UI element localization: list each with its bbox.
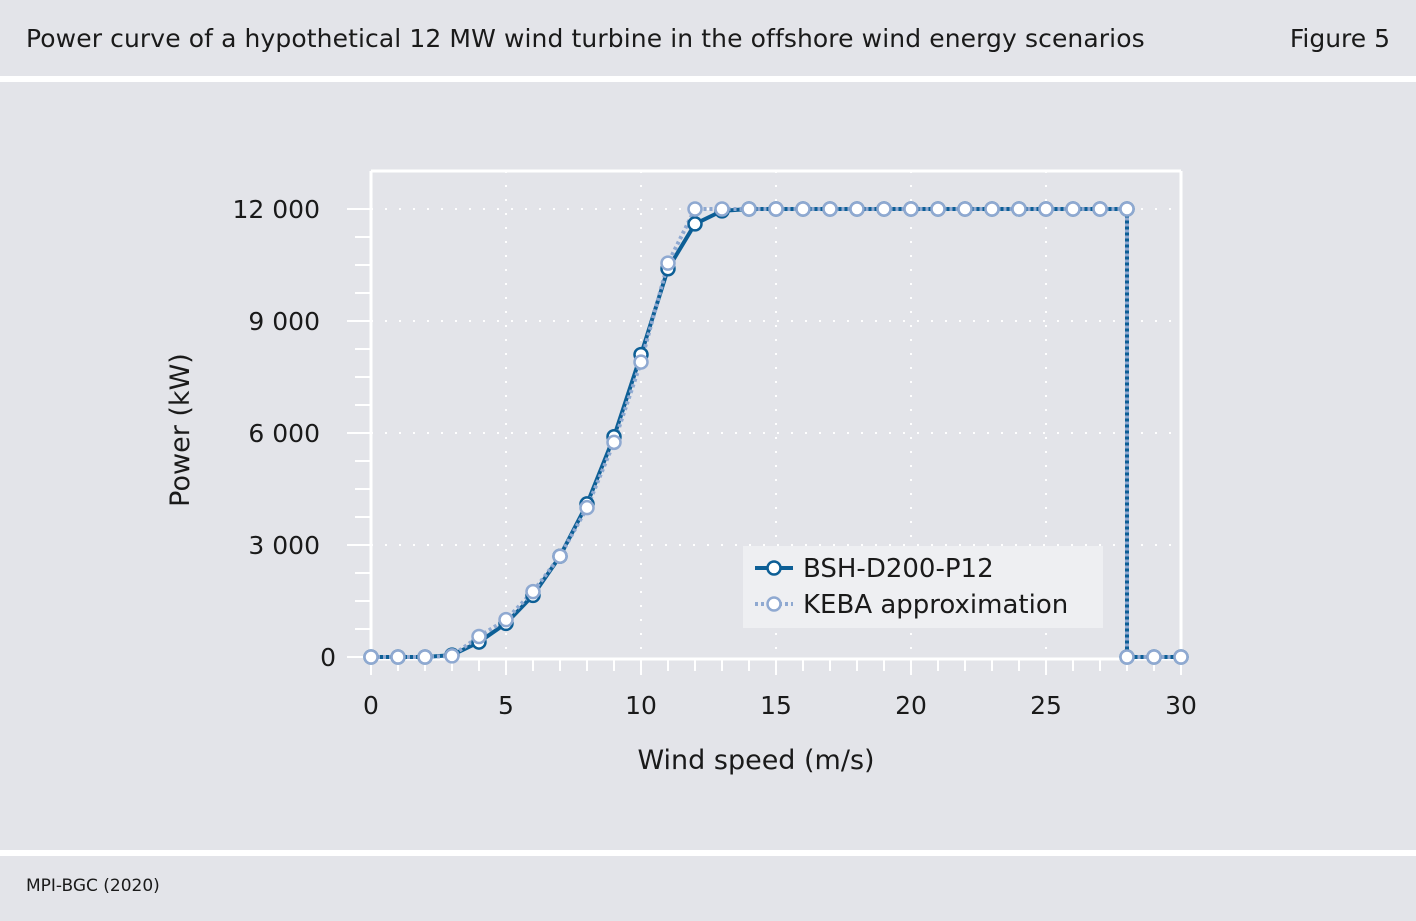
series-2-point — [1119, 649, 1135, 665]
series-1-point — [687, 216, 703, 232]
series-2-point — [660, 255, 676, 271]
series-2-point — [633, 354, 649, 370]
x-axis-title: Wind speed (m/s) — [637, 745, 874, 776]
series-2-point — [768, 201, 784, 217]
series-2-point — [1011, 201, 1027, 217]
series-2-point — [444, 648, 460, 664]
series-2-point — [1119, 201, 1135, 217]
series-2-point — [525, 583, 541, 600]
series-2-point — [417, 649, 433, 665]
x-tick-label: 0 — [363, 691, 379, 720]
series-2-point — [822, 201, 838, 217]
x-tick-label: 30 — [1165, 691, 1197, 720]
series-2-point — [1173, 649, 1189, 665]
x-tick-label: 25 — [1030, 691, 1062, 720]
legend: BSH-D200-P12 KEBA approximation — [743, 546, 1103, 628]
x-tick-label: 5 — [498, 691, 514, 720]
series-2-point — [606, 434, 622, 451]
figure-title: Power curve of a hypothetical 12 MW wind… — [26, 24, 1145, 53]
legend-label-2: KEBA approximation — [803, 590, 1068, 620]
y-tick-label: 0 — [320, 643, 336, 672]
x-tick-label: 20 — [895, 691, 927, 720]
series-layer — [363, 201, 1189, 665]
series-2-point — [1092, 201, 1108, 217]
x-tick-label: 15 — [760, 691, 792, 720]
series-2-point — [498, 611, 514, 628]
series-2-point — [876, 201, 892, 217]
legend-box — [743, 546, 1103, 628]
series-2-point — [984, 201, 1000, 217]
x-tick-label: 10 — [625, 691, 657, 720]
series-2-point — [1038, 201, 1054, 217]
series-2-point — [363, 649, 379, 665]
legend-marker-2 — [766, 596, 782, 612]
series-2-point — [849, 201, 865, 217]
y-tick-label: 9 000 — [248, 307, 320, 336]
series-2-point — [795, 201, 811, 217]
figure-header: Power curve of a hypothetical 12 MW wind… — [0, 0, 1416, 82]
figure-number: Figure 5 — [1289, 24, 1390, 53]
y-axis-title: Power (kW) — [165, 353, 196, 507]
y-tick-label: 3 000 — [248, 531, 320, 560]
series-2-point — [741, 201, 757, 217]
series-2-point — [1146, 649, 1162, 665]
legend-label-1: BSH-D200-P12 — [803, 554, 994, 584]
series-2-point — [714, 201, 730, 217]
footer-divider — [0, 850, 1416, 856]
y-tick-label: 12 000 — [233, 195, 320, 224]
axes: 0 5 10 15 20 25 30 0 3 000 6 000 9 000 12 000 — [233, 195, 1197, 720]
source-note: MPI-BGC (2020) — [26, 876, 160, 896]
series-2-point — [1065, 201, 1081, 217]
legend-marker-1 — [766, 560, 782, 576]
series-2-point — [957, 201, 973, 217]
series-2-point — [552, 548, 568, 564]
series-2-point — [471, 628, 487, 645]
series-2-point — [903, 201, 919, 217]
series-2-point — [390, 649, 406, 665]
y-tick-label: 6 000 — [248, 419, 320, 448]
series-2-point — [579, 499, 595, 516]
series-2-point — [687, 201, 703, 217]
axis-titles: Wind speed (m/s) Power (kW) — [165, 353, 875, 776]
series-2-point — [930, 201, 946, 217]
